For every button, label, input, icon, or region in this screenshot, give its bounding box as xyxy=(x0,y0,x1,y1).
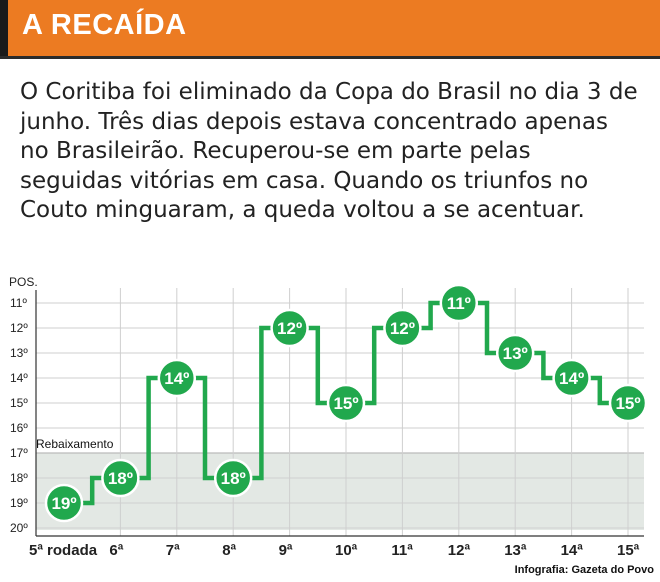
x-tick-label: 13ª xyxy=(504,542,527,559)
x-tick-label: 7ª xyxy=(166,542,180,559)
data-point xyxy=(270,308,309,348)
data-label: 14º xyxy=(164,369,189,388)
data-point xyxy=(157,358,197,398)
y-tick-label: 17º xyxy=(10,446,28,460)
data-point xyxy=(44,483,84,523)
x-tick-label: 6ª xyxy=(109,542,123,559)
data-label: 18º xyxy=(221,469,246,488)
data-label: 15º xyxy=(333,394,358,413)
data-label: 13º xyxy=(503,344,528,363)
y-tick-label: 11º xyxy=(10,296,27,310)
y-tick-label: 13º xyxy=(10,346,28,360)
page-title: A RECAÍDA xyxy=(22,9,187,41)
data-point xyxy=(552,358,591,398)
data-label: 11º xyxy=(447,294,471,313)
x-tick-label: 9ª xyxy=(279,542,293,559)
credit-text: Infografia: Gazeta do Povo xyxy=(514,564,654,576)
y-tick-label: 18º xyxy=(10,471,28,485)
divider xyxy=(0,56,660,59)
y-tick-label: 12º xyxy=(10,321,28,335)
x-tick-label: 8ª xyxy=(222,542,236,559)
x-tick-label: 11ª xyxy=(391,542,413,559)
y-tick-label: 16º xyxy=(10,421,28,435)
y-tick-label: 14º xyxy=(10,371,28,385)
x-tick-label: 12ª xyxy=(448,542,471,559)
data-point xyxy=(383,308,422,348)
data-point xyxy=(326,383,366,423)
data-label: 12º xyxy=(277,319,302,338)
relegation-label: Rebaixamento xyxy=(36,437,114,451)
data-point xyxy=(495,333,535,373)
x-tick-label: 5ª rodada xyxy=(29,542,98,559)
data-point xyxy=(213,458,253,498)
header-bar: A RECAÍDA xyxy=(0,0,660,56)
x-tick-label: 15ª xyxy=(617,542,640,559)
y-tick-label: 20º xyxy=(10,521,28,535)
data-point xyxy=(608,383,648,423)
y-tick-label: 19º xyxy=(10,496,28,510)
x-tick-label: 14ª xyxy=(561,542,584,559)
data-point xyxy=(101,458,140,498)
data-label: 14º xyxy=(559,369,584,388)
data-label: 19º xyxy=(51,494,76,513)
data-label: 15º xyxy=(615,394,640,413)
data-label: 12º xyxy=(390,319,415,338)
relegation-zone xyxy=(36,453,644,530)
y-axis-label: POS. xyxy=(9,275,38,289)
data-point xyxy=(439,283,479,323)
intro-text: O Coritiba foi eliminado da Copa do Bras… xyxy=(20,79,638,223)
x-tick-label: 10ª xyxy=(335,542,358,559)
y-tick-label: 15º xyxy=(10,396,28,410)
data-label: 18º xyxy=(108,469,133,488)
